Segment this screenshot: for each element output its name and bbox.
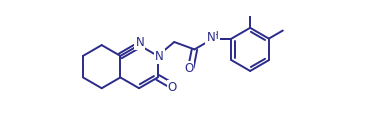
Text: N: N	[207, 31, 215, 44]
Text: O: O	[168, 81, 177, 94]
Text: N: N	[135, 36, 144, 49]
Text: N: N	[155, 50, 164, 63]
Text: H: H	[211, 30, 219, 41]
Text: O: O	[184, 62, 193, 75]
